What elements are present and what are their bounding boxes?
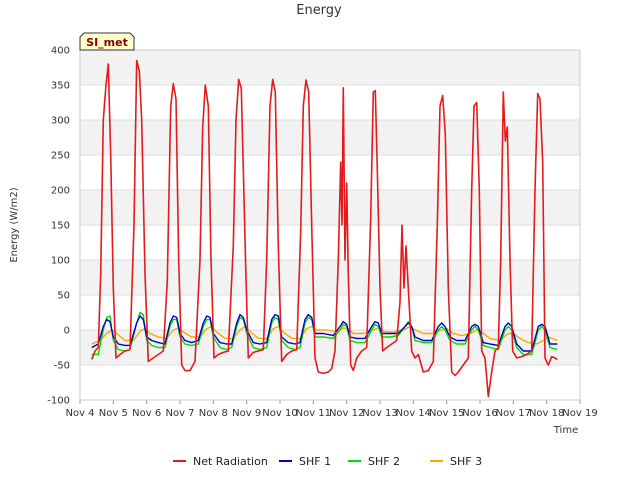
y-tick-label: 0 (64, 326, 70, 337)
x-tick-label: Nov 5 (99, 408, 128, 419)
x-tick-label: Nov 18 (529, 408, 564, 419)
legend-item-net-radiation: Net Radiation (173, 455, 268, 468)
plot-band (80, 50, 580, 85)
x-tick-label: Nov 11 (296, 408, 331, 419)
x-tick-label: Nov 8 (199, 408, 228, 419)
legend-label: SHF 1 (299, 455, 331, 468)
y-tick-label: -100 (47, 396, 70, 407)
x-tick-label: Nov 16 (462, 408, 497, 419)
y-tick-label: 50 (57, 291, 70, 302)
x-tick-label: Nov 10 (262, 408, 297, 419)
y-tick-label: 150 (51, 221, 70, 232)
x-tick-label: Nov 7 (165, 408, 194, 419)
x-tick-label: Nov 13 (362, 408, 397, 419)
series-line-net-radiation (90, 59, 558, 398)
series-layer (90, 59, 558, 398)
series-line-shf-1 (91, 313, 558, 352)
x-tick-label: Nov 12 (329, 408, 364, 419)
plot-band (80, 260, 580, 295)
x-tick-label: Nov 15 (429, 408, 464, 419)
legend-item-shf-1: SHF 1 (279, 455, 331, 468)
x-tick-label: Nov 14 (396, 408, 431, 419)
y-tick-labels: -100 -50 0 50 100 150 200 250 300 350 400 (47, 46, 70, 407)
x-tick-label: Nov 19 (562, 408, 597, 419)
plot-frame (79, 49, 581, 401)
y-tick-label: 400 (51, 46, 70, 57)
y-tick-label: 200 (51, 186, 70, 197)
y-tick-label: 350 (51, 81, 70, 92)
plot-band (80, 120, 580, 155)
y-tick-label: 250 (51, 151, 70, 162)
legend-label: SHF 3 (450, 455, 482, 468)
site-badge-label: SI_met (86, 36, 128, 49)
site-badge: SI_met (79, 32, 135, 51)
y-tick-label: 100 (51, 256, 70, 267)
plot-band (80, 190, 580, 225)
x-tick-label: Nov 17 (496, 408, 531, 419)
chart-title: Energy (296, 3, 342, 18)
legend-label: Net Radiation (193, 455, 268, 468)
x-tick-label: Nov 9 (232, 408, 261, 419)
y-tick-label: 300 (51, 116, 70, 127)
y-tick-label: -50 (54, 361, 70, 372)
legend: Net Radiation SHF 1 SHF 2 SHF 3 (173, 455, 482, 468)
series-line-shf-2 (91, 311, 558, 356)
x-tick-labels: Nov 4 Nov 5 Nov 6 Nov 7 Nov 8 Nov 9 Nov 10Nov … (65, 408, 597, 419)
site-badge-box (79, 32, 135, 51)
x-axis-label: Time (553, 425, 578, 436)
legend-item-shf-3: SHF 3 (430, 455, 482, 468)
plot-bands (80, 50, 580, 365)
y-axis-label: Energy (W/m2) (9, 187, 20, 262)
legend-label: SHF 2 (368, 455, 400, 468)
legend-item-shf-2: SHF 2 (348, 455, 400, 468)
x-tick-label: Nov 4 (65, 408, 94, 419)
x-tick-label: Nov 6 (132, 408, 161, 419)
